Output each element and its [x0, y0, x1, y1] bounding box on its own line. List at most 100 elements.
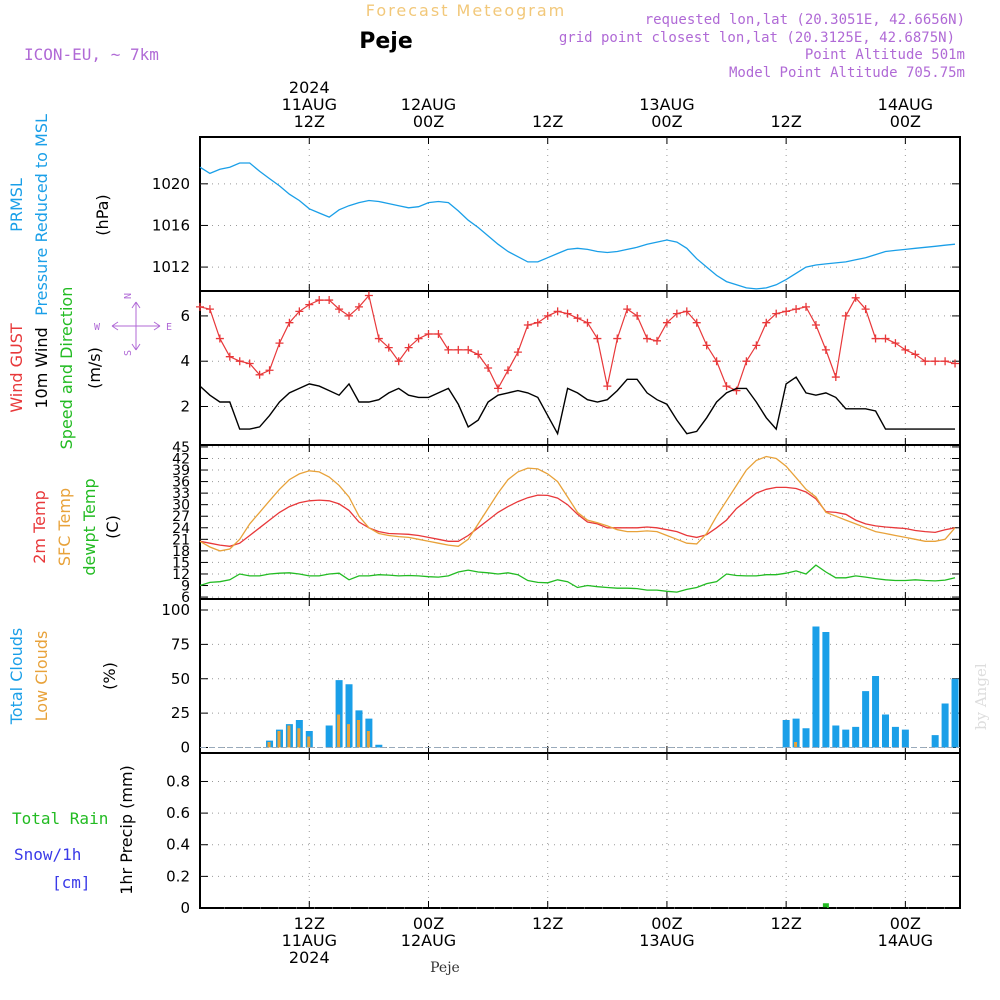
gust-point: [305, 300, 314, 309]
wind-units: (m/s): [85, 347, 104, 389]
y-tick-label: 42: [172, 451, 190, 467]
x-tick-label-top: 12AUG: [401, 95, 456, 114]
gust-point: [563, 309, 572, 318]
gust-point: [851, 293, 860, 302]
low-cloud-bar: [287, 725, 291, 748]
x-tick-label-top: 13AUG: [639, 95, 694, 114]
total-cloud-bar: [345, 684, 353, 748]
y-tick-label: 0: [180, 899, 190, 917]
gust-point: [295, 307, 304, 316]
low-cloud-bar: [337, 714, 341, 748]
chart-title: Forecast Meteogram: [366, 1, 566, 20]
gust-point: [613, 334, 622, 343]
y-tick-label: 1012: [152, 258, 190, 276]
pressure-label: Pressure Reduced to MSL: [32, 114, 51, 316]
y-tick-label: 0.6: [166, 804, 190, 822]
gust-point: [225, 352, 234, 361]
x-tick-label-top: 12Z: [532, 112, 563, 131]
gust-point: [434, 330, 443, 339]
gust-point: [573, 314, 582, 323]
gust-point: [513, 348, 522, 357]
temp-label: dewpt Temp: [80, 478, 99, 575]
gust-point: [345, 311, 354, 320]
low-cloud-bar: [794, 742, 798, 748]
gust-point: [742, 357, 751, 366]
gust-point: [364, 291, 373, 300]
low-cloud-bar: [347, 724, 351, 748]
total-cloud-bar: [782, 720, 790, 748]
compass-s: S: [123, 350, 134, 356]
y-tick-label: 21: [172, 532, 190, 548]
gust-point: [941, 357, 950, 366]
requested-coords: requested lon,lat (20.3051E, 42.6656N): [645, 12, 965, 28]
gust-point: [603, 382, 612, 391]
gust-point: [255, 370, 264, 379]
compass-arrows: [111, 301, 161, 351]
y-tick-label: 100: [161, 601, 190, 619]
gust-point: [662, 318, 671, 327]
gust-point: [245, 359, 254, 368]
x-tick-label-bottom: 2024: [289, 948, 330, 967]
total-cloud-bar: [375, 744, 383, 748]
y-tick-label: 6: [181, 590, 190, 606]
total-cloud-bar: [862, 691, 870, 748]
gust-point: [652, 336, 661, 345]
x-tick-label-bottom: 12Z: [532, 914, 563, 933]
y-tick-label: 45: [172, 440, 190, 456]
gust-point: [235, 357, 244, 366]
wind-label: Wind GUST: [7, 323, 26, 413]
y-tick-label: 0.8: [166, 772, 190, 790]
model-altitude: Model Point Altitude 705.75m: [729, 65, 965, 81]
gust-point: [722, 382, 731, 391]
total-cloud-bar: [802, 728, 810, 748]
low-cloud-bar: [356, 720, 360, 748]
gust-point: [782, 307, 791, 316]
gust-point: [951, 359, 960, 368]
precip-axis-label: 1hr Precip (mm): [117, 765, 136, 895]
grid-point-coords: grid point closest lon,lat (20.3125E, 42…: [559, 30, 955, 46]
panel-frame-4: [199, 752, 961, 909]
gust-point: [374, 334, 383, 343]
gust-point: [315, 296, 324, 305]
gust-point: [702, 341, 711, 350]
gust-point: [643, 334, 652, 343]
y-tick-label: 18: [172, 544, 190, 560]
y-tick-label: 1016: [152, 216, 190, 234]
gust-point: [424, 330, 433, 339]
pressure-units: (hPa): [93, 194, 112, 235]
y-tick-label: 4: [180, 352, 190, 370]
wind-label: 10m Wind: [32, 327, 51, 408]
prmsl-line: [199, 162, 956, 290]
gust-point: [215, 334, 224, 343]
total-cloud-bar: [792, 718, 800, 748]
footer-location: Peje: [430, 960, 460, 976]
gust-point: [454, 345, 463, 354]
temp-units: (C): [103, 515, 122, 539]
total-cloud-bar: [872, 676, 880, 748]
total-cloud-bar: [941, 703, 949, 748]
y-tick-label: 6: [180, 307, 190, 325]
x-tick-label-top: 14AUG: [878, 95, 933, 114]
x-tick-label-top: 00Z: [651, 112, 682, 131]
temp-label: SFC Temp: [55, 488, 74, 566]
rain-bar: [822, 903, 829, 908]
x-tick-label-top: 12Z: [294, 112, 325, 131]
total-cloud-bar: [852, 726, 860, 748]
y-tick-label: 50: [171, 670, 190, 688]
y-tick-label: 75: [171, 635, 190, 653]
gust-point: [811, 320, 820, 329]
y-tick-label: 36: [172, 475, 190, 491]
y-tick-label: 1020: [152, 175, 190, 193]
gust-point: [474, 350, 483, 359]
cloud-label: Total Clouds: [7, 628, 26, 726]
gust-point: [543, 311, 552, 320]
gust-point: [861, 305, 870, 314]
y-tick-label: 33: [172, 486, 190, 502]
gust-point: [583, 318, 592, 327]
x-tick-label-bottom: 11AUG: [282, 931, 337, 950]
low-cloud-bar: [307, 736, 311, 748]
location-title: Peje: [359, 29, 413, 54]
gust-point: [871, 334, 880, 343]
gust-point: [404, 343, 413, 352]
